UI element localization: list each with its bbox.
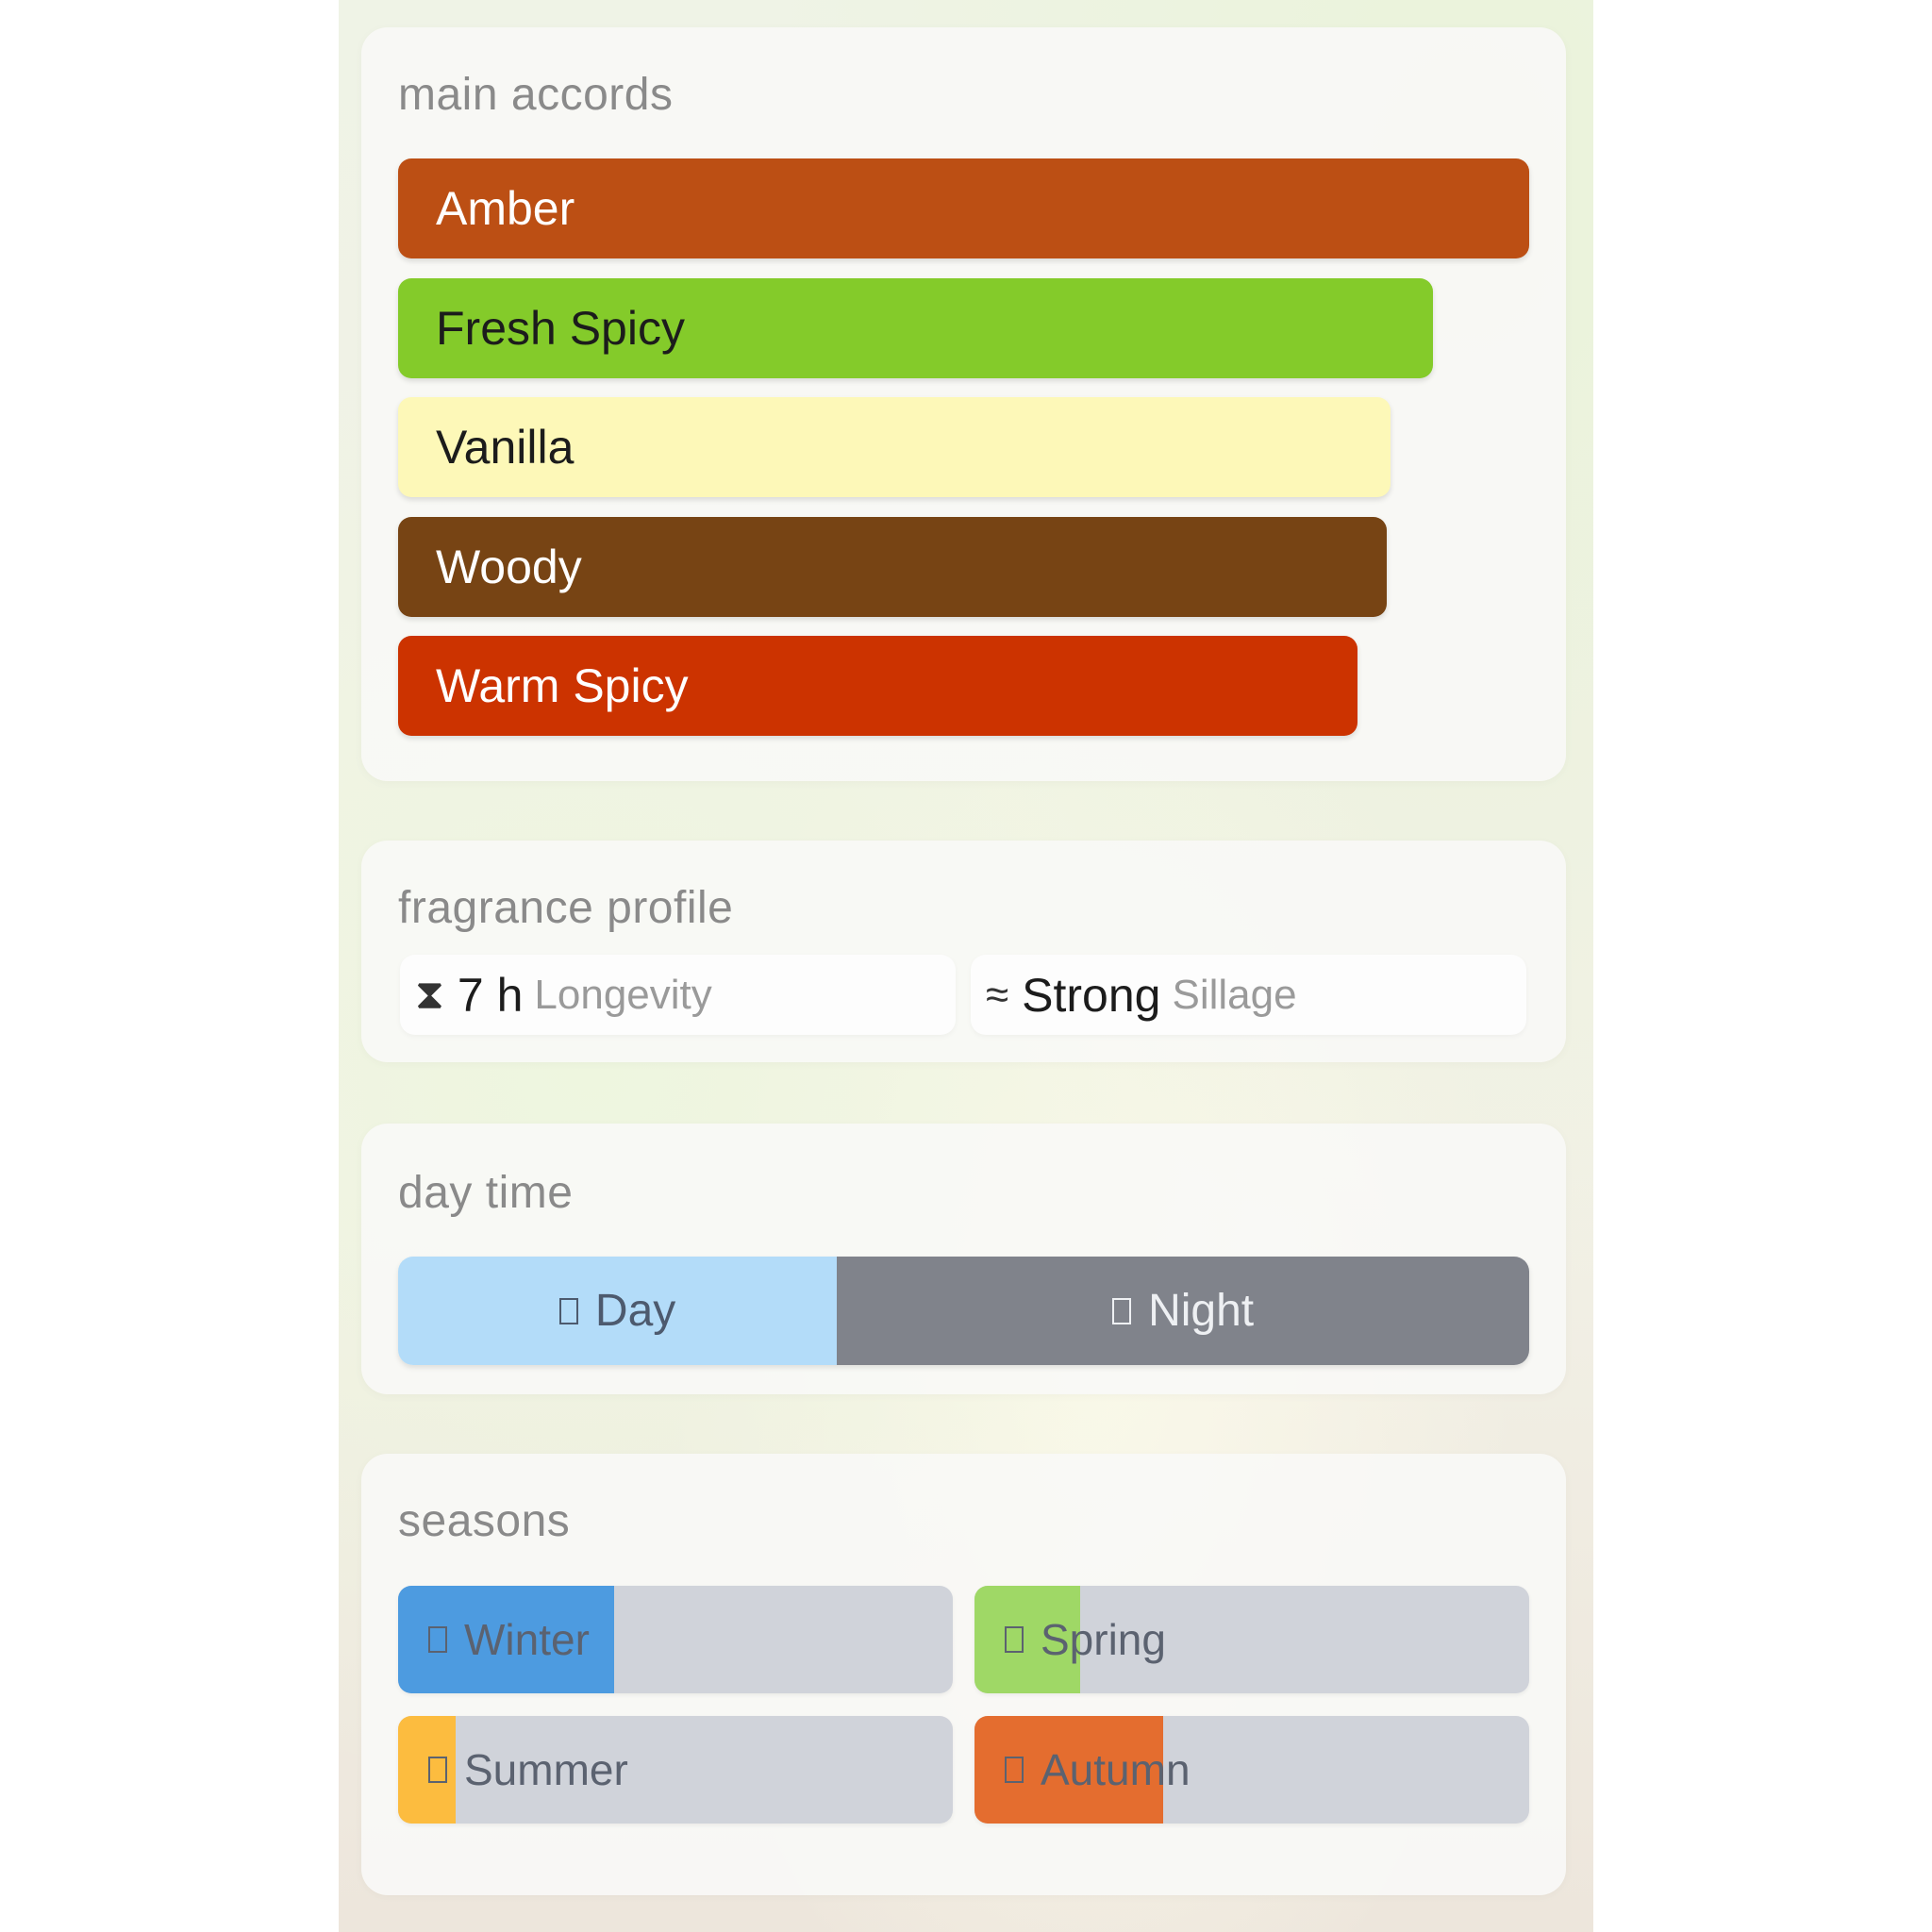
accord-label: Amber — [436, 182, 575, 235]
seasons-card: seasons Winter Spring Summer Autumn — [361, 1454, 1566, 1895]
longevity-pill: ⧗ 7 h Longevity — [400, 955, 956, 1035]
moon-icon — [1112, 1297, 1132, 1324]
season-bar-summer: Summer — [398, 1716, 953, 1824]
accord-bar-amber: Amber — [398, 158, 1529, 258]
longevity-label: Longevity — [534, 971, 712, 1018]
sillage-pill: ≈ Strong Sillage — [971, 955, 1526, 1035]
season-fill — [974, 1586, 1080, 1693]
accord-bar-fresh-spicy: Fresh Spicy — [398, 277, 1434, 378]
season-content: Autumn — [1005, 1716, 1191, 1824]
season-content: Summer — [428, 1716, 628, 1824]
day-night-bar: Day Night — [398, 1257, 1529, 1365]
sun-icon — [428, 1757, 447, 1783]
fragrance-profile-title: fragrance profile — [398, 883, 734, 933]
snowflake-icon — [428, 1626, 447, 1653]
accord-label: Fresh Spicy — [436, 301, 685, 355]
season-bar-autumn: Autumn — [974, 1716, 1529, 1824]
main-accords-card: main accords Amber Fresh Spicy Vanilla Wood… — [361, 27, 1566, 781]
sun-icon — [558, 1297, 578, 1324]
waves-icon: ≈ — [986, 971, 1009, 1018]
sillage-label: Sillage — [1172, 971, 1297, 1018]
day-segment: Day — [398, 1257, 838, 1365]
main-accords-title: main accords — [398, 70, 674, 120]
flower-icon — [1005, 1626, 1024, 1653]
hourglass-icon: ⧗ — [415, 971, 444, 1018]
season-label: Spring — [1041, 1615, 1166, 1664]
accord-label: Warm Spicy — [436, 659, 689, 712]
accord-bar-woody: Woody — [398, 516, 1387, 617]
night-label: Night — [1148, 1286, 1255, 1336]
accord-label: Vanilla — [436, 421, 575, 474]
season-label: Winter — [464, 1615, 590, 1664]
accord-label: Woody — [436, 540, 582, 593]
leaf-icon — [1005, 1757, 1024, 1783]
season-label: Autumn — [1041, 1745, 1191, 1794]
night-segment: Night — [837, 1257, 1529, 1365]
season-label: Summer — [464, 1745, 628, 1794]
day-time-card: day time Day Night — [361, 1124, 1566, 1394]
season-fill — [398, 1586, 615, 1693]
seasons-title: seasons — [398, 1496, 571, 1546]
season-bar-winter: Winter — [398, 1586, 953, 1693]
season-content: Spring — [1005, 1586, 1166, 1693]
sillage-value: Strong — [1022, 968, 1161, 1022]
season-content: Winter — [428, 1586, 590, 1693]
accord-bar-warm-spicy: Warm Spicy — [398, 636, 1357, 736]
day-label: Day — [594, 1286, 676, 1336]
season-bar-spring: Spring — [974, 1586, 1529, 1693]
longevity-value: 7 h — [457, 968, 524, 1022]
accord-bar-vanilla: Vanilla — [398, 397, 1391, 497]
fragrance-profile-card: fragrance profile ⧗ 7 h Longevity ≈ Stro… — [361, 841, 1566, 1062]
day-time-title: day time — [398, 1168, 574, 1218]
